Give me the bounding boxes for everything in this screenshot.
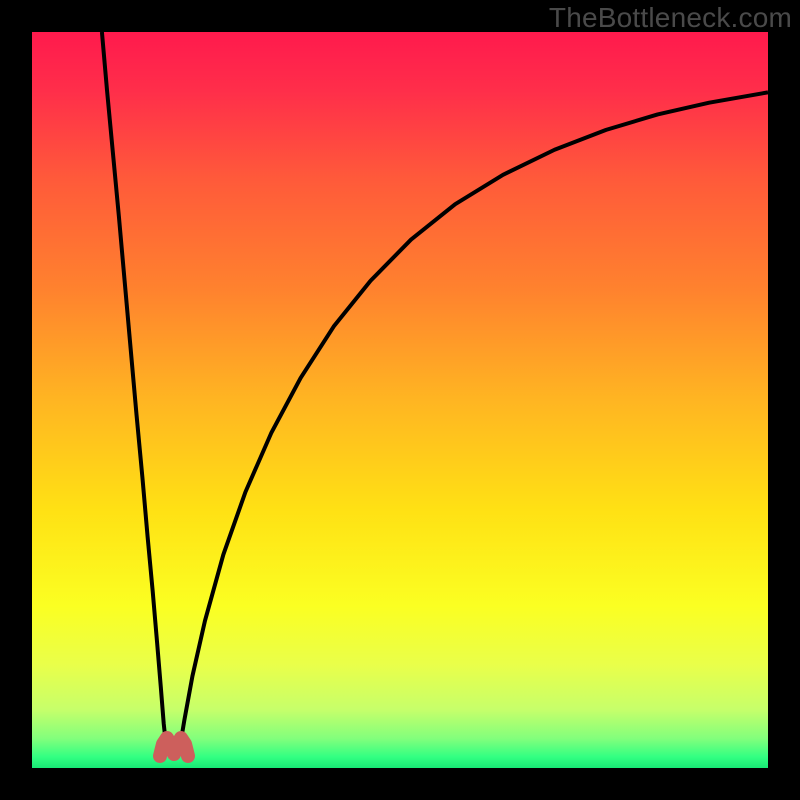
stage: TheBottleneck.com xyxy=(0,0,800,800)
nub-marker xyxy=(160,738,188,756)
plot-area xyxy=(32,32,768,768)
watermark-text: TheBottleneck.com xyxy=(549,2,792,34)
bottleneck-curve xyxy=(102,32,768,754)
curve-layer xyxy=(32,32,768,768)
